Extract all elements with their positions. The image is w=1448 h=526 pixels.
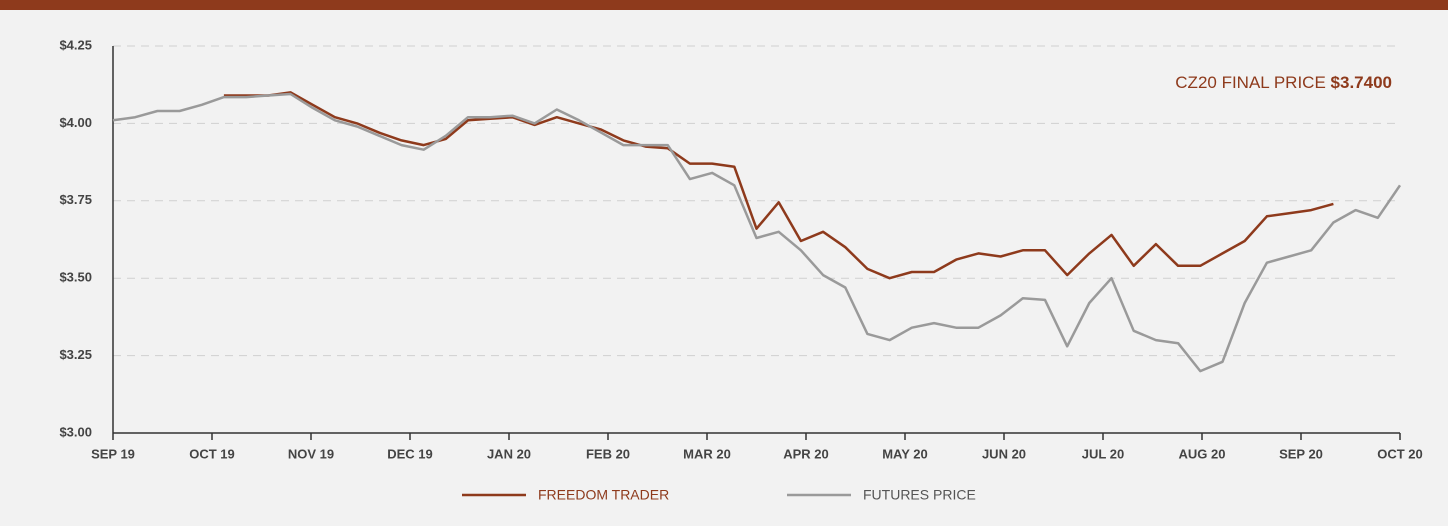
x-tick-label: JUN 20 xyxy=(982,446,1026,461)
annotation: CZ20 FINAL PRICE $3.7400 xyxy=(1175,73,1392,92)
x-tick-label: NOV 19 xyxy=(288,446,334,461)
annotation-value: $3.7400 xyxy=(1331,73,1392,92)
x-tick-label: OCT 19 xyxy=(189,446,235,461)
x-tick-label: OCT 20 xyxy=(1377,446,1423,461)
x-tick-label: SEP 19 xyxy=(91,446,135,461)
x-tick-label: MAY 20 xyxy=(882,446,928,461)
y-tick-label: $3.00 xyxy=(59,424,92,439)
legend-label: FUTURES PRICE xyxy=(863,487,976,503)
x-tick-label: AUG 20 xyxy=(1179,446,1226,461)
annotation-text: CZ20 FINAL PRICE xyxy=(1175,73,1326,92)
top-bar xyxy=(0,0,1448,10)
y-tick-label: $3.25 xyxy=(59,347,92,362)
series-line xyxy=(112,92,1402,373)
x-tick-label: MAR 20 xyxy=(683,446,731,461)
x-tick-label: APR 20 xyxy=(783,446,829,461)
y-tick-label: $3.75 xyxy=(59,192,92,207)
y-tick-label: $4.25 xyxy=(59,37,92,52)
y-tick-label: $4.00 xyxy=(59,115,92,130)
x-tick-label: SEP 20 xyxy=(1279,446,1323,461)
x-tick-label: JUL 20 xyxy=(1082,446,1124,461)
x-tick-label: FEB 20 xyxy=(586,446,630,461)
x-tick-label: JAN 20 xyxy=(487,446,531,461)
x-tick-label: DEC 19 xyxy=(387,446,433,461)
series-line xyxy=(223,91,1334,280)
y-tick-label: $3.50 xyxy=(59,270,92,285)
legend-label: FREEDOM TRADER xyxy=(538,487,669,503)
